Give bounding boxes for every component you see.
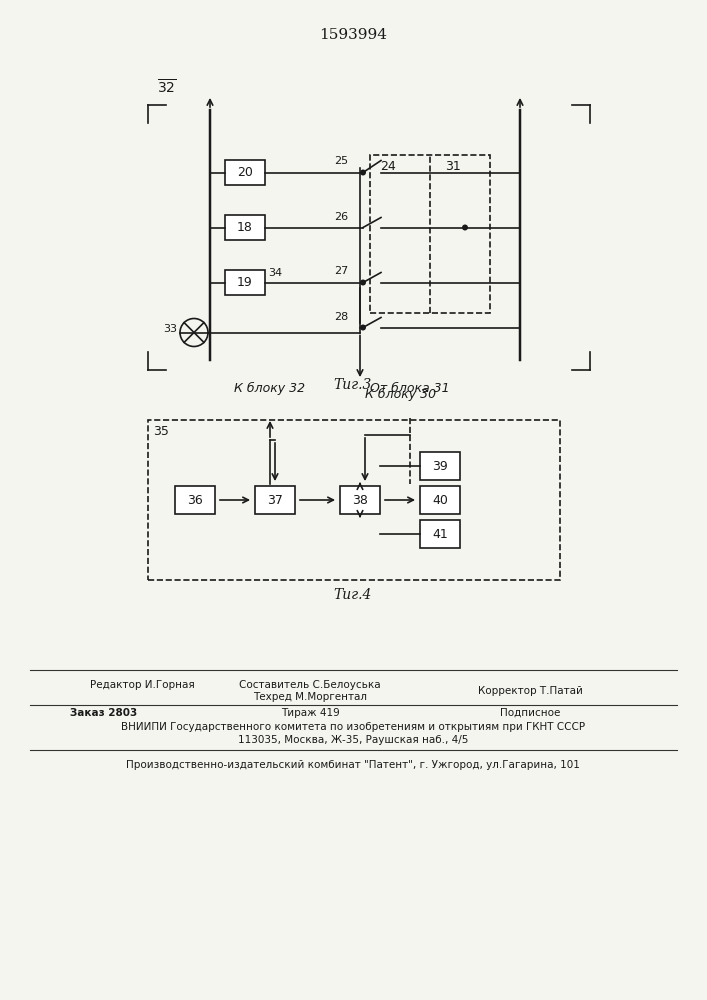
- Bar: [148, 420, 560, 580]
- Text: $\overline{32}$: $\overline{32}$: [157, 79, 177, 97]
- Text: 1593994: 1593994: [319, 28, 387, 42]
- Bar: [340, 486, 380, 514]
- Text: Корректор Т.Патай: Корректор Т.Патай: [477, 686, 583, 696]
- Text: 27: 27: [334, 266, 348, 276]
- Text: 25: 25: [334, 156, 348, 166]
- Text: 34: 34: [268, 267, 282, 277]
- Circle shape: [360, 279, 366, 286]
- Text: ВНИИПИ Государственного комитета по изобретениям и открытиям при ГКНТ СССР: ВНИИПИ Государственного комитета по изоб…: [121, 722, 585, 732]
- Text: 31: 31: [445, 160, 461, 173]
- Text: 40: 40: [432, 493, 448, 506]
- Bar: [225, 270, 265, 295]
- Text: Техред М.Моргентал: Техред М.Моргентал: [253, 692, 367, 702]
- Text: 28: 28: [334, 312, 348, 322]
- Text: 33: 33: [163, 324, 177, 334]
- Circle shape: [462, 225, 468, 231]
- Text: Производственно-издательский комбинат "Патент", г. Ужгород, ул.Гагарина, 101: Производственно-издательский комбинат "П…: [126, 760, 580, 770]
- Text: К блоку 32: К блоку 32: [235, 382, 305, 395]
- Text: Составитель С.Белоуська: Составитель С.Белоуська: [239, 680, 381, 690]
- Bar: [175, 486, 215, 514]
- Text: Τиг.4: Τиг.4: [334, 588, 372, 602]
- Bar: [420, 520, 460, 548]
- Text: Тираж 419: Тираж 419: [281, 708, 339, 718]
- Text: 24: 24: [380, 160, 396, 173]
- Text: Τиг.3: Τиг.3: [334, 378, 372, 392]
- Text: Заказ 2803: Заказ 2803: [70, 708, 137, 718]
- Text: 18: 18: [237, 221, 253, 234]
- Text: 35: 35: [153, 425, 169, 438]
- Text: 38: 38: [352, 493, 368, 506]
- Text: 19: 19: [237, 276, 253, 289]
- Text: Подписное: Подписное: [500, 708, 560, 718]
- Text: 20: 20: [237, 166, 253, 179]
- Text: 36: 36: [187, 493, 203, 506]
- Circle shape: [360, 169, 366, 176]
- Text: К блоку 30: К блоку 30: [365, 388, 436, 401]
- Text: 41: 41: [432, 528, 448, 540]
- Text: 113035, Москва, Ж-35, Раушская наб., 4/5: 113035, Москва, Ж-35, Раушская наб., 4/5: [238, 735, 468, 745]
- Circle shape: [360, 324, 366, 330]
- Text: 26: 26: [334, 212, 348, 222]
- Bar: [225, 160, 265, 185]
- Text: Редактор И.Горная: Редактор И.Горная: [90, 680, 194, 690]
- Bar: [255, 486, 295, 514]
- Text: 37: 37: [267, 493, 283, 506]
- Bar: [370, 155, 490, 312]
- Text: 39: 39: [432, 460, 448, 473]
- Bar: [225, 215, 265, 240]
- Text: От блока 31: От блока 31: [370, 382, 450, 395]
- Bar: [420, 486, 460, 514]
- Bar: [420, 452, 460, 480]
